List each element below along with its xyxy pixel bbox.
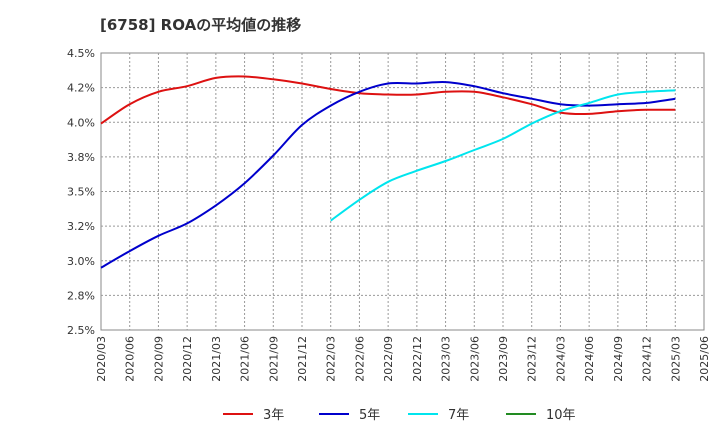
x-tick-label: 2023/06 (468, 336, 481, 382)
x-tick-label: 2022/06 (353, 336, 366, 382)
legend-label-3: 10年 (546, 408, 576, 423)
x-tick-label: 2022/12 (411, 336, 424, 382)
x-tick-label: 2022/09 (382, 336, 395, 382)
y-tick-label: 3.5% (67, 186, 95, 199)
x-tick-label: 2024/06 (583, 336, 596, 382)
legend-label-2: 7年 (448, 408, 469, 423)
series-line-2 (330, 89, 676, 222)
x-tick-label: 2024/09 (612, 336, 625, 382)
x-tick-label: 2021/03 (210, 336, 223, 382)
y-tick-label: 3.0% (67, 255, 95, 268)
x-tick-label: 2020/06 (124, 336, 137, 382)
y-tick-label: 4.5% (67, 47, 95, 60)
x-tick-label: 2020/03 (95, 336, 108, 382)
x-tick-label: 2025/06 (698, 336, 711, 382)
x-tick-label: 2023/12 (526, 336, 539, 382)
x-tick-label: 2021/06 (239, 336, 252, 382)
x-tick-label: 2025/03 (669, 336, 682, 382)
legend-label-0: 3年 (263, 408, 284, 423)
x-tick-label: 2020/09 (152, 336, 165, 382)
legend-label-1: 5年 (359, 408, 380, 423)
series-line-0 (100, 75, 676, 125)
y-tick-label: 4.2% (67, 82, 95, 95)
y-tick-label: 3.2% (67, 220, 95, 233)
x-tick-label: 2023/09 (497, 336, 510, 382)
x-tick-label: 2023/03 (440, 336, 453, 382)
y-tick-label: 2.5% (67, 324, 95, 337)
x-tick-label: 2024/12 (641, 336, 654, 382)
x-tick-label: 2022/03 (325, 336, 338, 382)
y-tick-label: 3.8% (67, 151, 95, 164)
chart-title: [6758] ROAの平均値の推移 (100, 16, 302, 34)
x-tick-label: 2021/12 (296, 336, 309, 382)
y-tick-label: 4.0% (67, 116, 95, 129)
x-tick-label: 2024/03 (554, 336, 567, 382)
x-tick-label: 2021/09 (267, 336, 280, 382)
x-tick-label: 2020/12 (181, 336, 194, 382)
y-tick-label: 2.8% (67, 289, 95, 302)
